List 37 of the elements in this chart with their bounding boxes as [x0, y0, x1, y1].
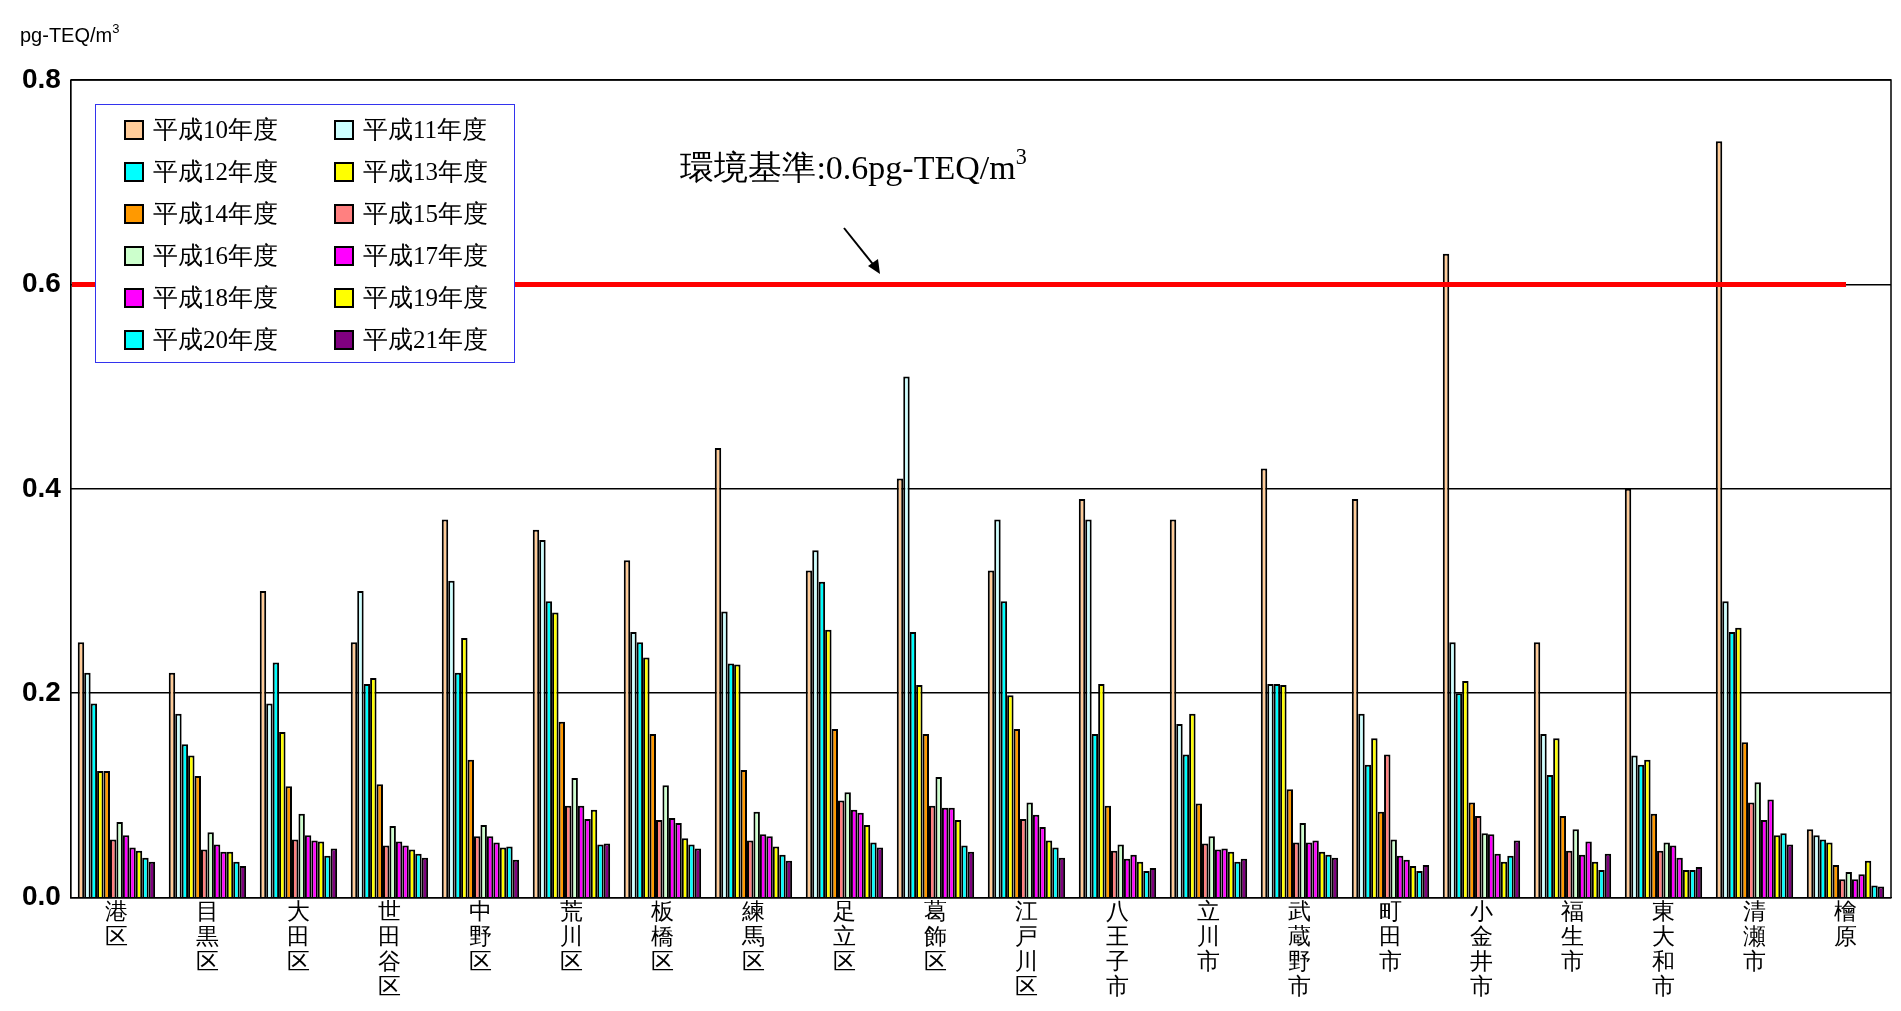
legend-label: 平成14年度 — [152, 199, 278, 229]
x-tick-label: 大田区 — [286, 898, 310, 975]
x-tick-label: 町田市 — [1378, 898, 1402, 975]
x-tick-label: 葛飾区 — [923, 898, 947, 975]
x-tick-label: 足立区 — [832, 898, 856, 975]
legend-label: 平成19年度 — [362, 283, 488, 313]
x-tick-label: 小金井市 — [1469, 898, 1493, 999]
x-tick-label: 東大和市 — [1651, 898, 1675, 999]
y-tick-label: 0.8 — [21, 62, 61, 94]
legend-label: 平成10年度 — [152, 115, 278, 145]
y-tick-label: 0.6 — [21, 267, 61, 299]
x-tick-label: 中野区 — [468, 898, 492, 975]
y-tick-label: 0.0 — [21, 880, 61, 912]
x-tick-label: 福生市 — [1560, 898, 1584, 975]
x-tick-label: 武蔵野市 — [1287, 898, 1311, 999]
x-tick-label: 江戸川区 — [1014, 898, 1038, 999]
x-tick-label: 檜原 — [1834, 898, 1857, 950]
x-tick-label: 清瀬市 — [1742, 898, 1766, 975]
x-tick-label: 練馬区 — [740, 898, 765, 975]
legend-label: 平成15年度 — [362, 199, 488, 229]
x-tick-label: 八王子市 — [1105, 898, 1129, 999]
x-tick-label: 港区 — [104, 898, 128, 950]
x-tick-label: 世田谷区 — [377, 898, 401, 999]
legend-label: 平成21年度 — [362, 325, 488, 355]
legend-label: 平成11年度 — [362, 115, 487, 145]
legend-label: 平成17年度 — [362, 241, 488, 271]
y-tick-label: 0.2 — [21, 675, 61, 707]
y-tick-label: 0.4 — [21, 471, 62, 503]
legend-label: 平成12年度 — [152, 157, 278, 187]
legend-label: 平成18年度 — [152, 283, 278, 313]
x-tick-label: 板橋区 — [649, 898, 674, 975]
legend-label: 平成16年度 — [152, 241, 278, 271]
x-tick-label: 目黒区 — [195, 898, 219, 975]
legend-label: 平成20年度 — [152, 325, 278, 355]
x-tick-label: 立川市 — [1196, 898, 1220, 975]
x-tick-label: 荒川区 — [559, 898, 583, 975]
legend-label: 平成13年度 — [362, 157, 488, 187]
